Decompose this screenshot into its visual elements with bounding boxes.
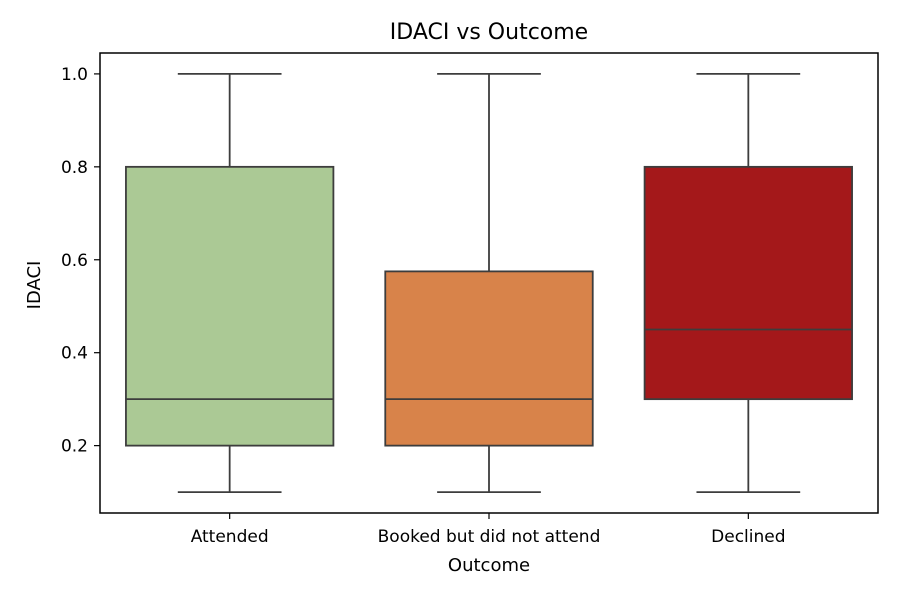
x-axis-label: Outcome xyxy=(448,555,530,576)
box-group xyxy=(125,73,335,493)
y-tick-label: 0.4 xyxy=(61,344,88,364)
y-tick-label: 0.2 xyxy=(61,437,88,457)
box-iqr xyxy=(125,165,335,447)
x-tick-label: Attended xyxy=(191,527,269,547)
plot-frame xyxy=(99,52,879,514)
box-group xyxy=(384,73,594,493)
y-tick-label: 1.0 xyxy=(61,65,88,85)
y-axis-label: IDACI xyxy=(24,261,45,310)
y-tick-label: 0.6 xyxy=(61,251,88,271)
chart-title: IDACI vs Outcome xyxy=(390,20,588,45)
x-tick-label: Booked but did not attend xyxy=(378,527,601,547)
x-tick-label: Declined xyxy=(711,527,785,547)
box-group xyxy=(643,73,853,493)
boxes-layer xyxy=(125,73,853,493)
y-tick-label: 0.8 xyxy=(61,158,88,178)
box-iqr xyxy=(643,165,853,401)
ticks-layer: Attended Booked but did not attend Decline… xyxy=(61,65,786,547)
box-iqr xyxy=(384,270,594,447)
